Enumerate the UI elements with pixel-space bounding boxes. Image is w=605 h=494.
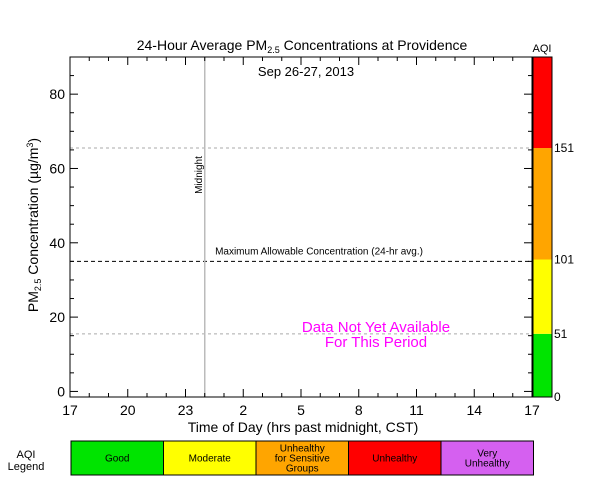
aqi-label-3: 151: [554, 141, 574, 155]
y-tick-label-4: 80: [49, 86, 65, 102]
legend-box-4: [440, 440, 534, 476]
legend-label-0-0: Good: [105, 454, 129, 465]
aqi-label-1: 51: [554, 327, 568, 341]
aqi-band-2: [533, 148, 552, 260]
legend-label-4-1: Unhealthy: [465, 459, 510, 470]
x-tick-label-3: 2: [239, 402, 247, 418]
x-tick-label-7: 14: [466, 402, 482, 418]
chart-title: 24-Hour Average PM2.5 Concentrations at …: [137, 37, 468, 55]
chart-subtitle: Sep 26-27, 2013: [258, 64, 354, 79]
aqi-label-2: 101: [554, 253, 574, 267]
legend-box-1: [163, 440, 257, 476]
aqi-axis-title: AQI: [533, 43, 552, 55]
midnight-label: Midnight: [194, 156, 205, 194]
no-data-message-line1: Data Not Yet Available: [302, 319, 450, 336]
aqi-band-0: [533, 333, 552, 397]
legend-box-2: [255, 440, 349, 476]
x-tick-label-5: 8: [355, 402, 363, 418]
legend-box-3: [348, 440, 442, 476]
aqi-label-0: 0: [554, 390, 561, 404]
no-data-message-line2: For This Period: [325, 334, 427, 351]
legend-label-2-0: Unhealthy: [280, 444, 325, 455]
legend-label-3-0: Unhealthy: [372, 454, 417, 465]
x-tick-label-6: 11: [409, 402, 424, 418]
legend-label-2-2: Groups: [286, 464, 319, 475]
x-tick-label-2: 23: [178, 402, 194, 418]
y-tick-label-1: 20: [49, 309, 65, 325]
guide-lines: [70, 57, 532, 397]
legend-title-line2: Legend: [8, 461, 45, 473]
plot-axes: 0 20 40 60 80 17 20 23 2 5 8 11 14 17: [49, 56, 540, 418]
plot-frame: [69, 56, 533, 398]
aqi-color-bar: 0 51 101 151: [532, 56, 574, 404]
x-tick-label-4: 5: [297, 402, 305, 418]
aqi-bar-frame: [532, 56, 553, 398]
max-allowable-label: Maximum Allowable Concentration (24-hr a…: [215, 246, 423, 257]
aqi-band-3: [533, 57, 552, 149]
x-axis-label: Time of Day (hrs past midnight, CST): [188, 419, 419, 435]
x-tick-label-8: 17: [524, 402, 540, 418]
y-tick-label-2: 40: [49, 235, 65, 251]
y-tick-label-0: 0: [57, 383, 65, 399]
aqi-band-1: [533, 259, 552, 334]
x-tick-label-0: 17: [62, 402, 78, 418]
legend-box-0: [70, 440, 164, 476]
legend-label-2-1: for Sensitive: [275, 454, 330, 465]
y-axis-label: PM2.5 Concentration (µg/m3): [25, 138, 43, 312]
legend-title-line1: AQI: [17, 449, 36, 461]
legend-label-4-0: Very: [477, 449, 497, 460]
legend-label-1-0: Moderate: [189, 454, 232, 465]
x-tick-label-1: 20: [120, 402, 136, 418]
y-tick-label-3: 60: [49, 160, 65, 176]
